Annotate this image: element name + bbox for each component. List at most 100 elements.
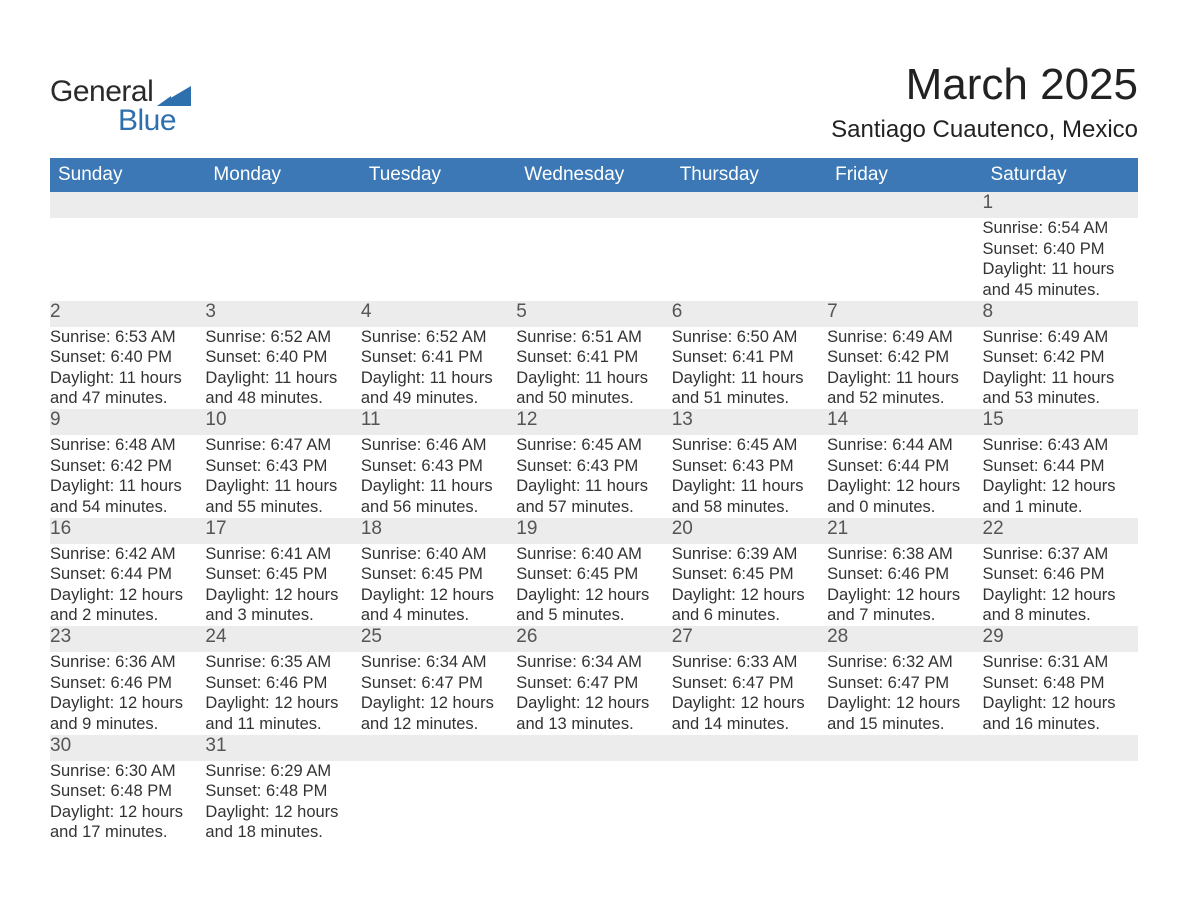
day-number: 12 <box>516 409 537 430</box>
day-number: 25 <box>361 626 382 647</box>
daylight-text: Daylight: 12 hours and 2 minutes. <box>50 585 205 626</box>
day-number: 4 <box>361 301 372 322</box>
day-number-cell: 27 <box>672 626 827 652</box>
sunrise-text: Sunrise: 6:47 AM <box>205 435 360 456</box>
day-info-cell: Sunrise: 6:54 AMSunset: 6:40 PMDaylight:… <box>983 218 1138 301</box>
sunset-text: Sunset: 6:40 PM <box>205 347 360 368</box>
day-info-cell: Sunrise: 6:32 AMSunset: 6:47 PMDaylight:… <box>827 652 982 735</box>
day-number-cell: 3 <box>205 301 360 327</box>
sunset-text: Sunset: 6:47 PM <box>827 673 982 694</box>
day-number: 13 <box>672 409 693 430</box>
sunset-text: Sunset: 6:45 PM <box>672 564 827 585</box>
day-number-cell: 11 <box>361 409 516 435</box>
day-info-cell: Sunrise: 6:53 AMSunset: 6:40 PMDaylight:… <box>50 327 205 410</box>
daylight-text: Daylight: 12 hours and 14 minutes. <box>672 693 827 734</box>
daylight-text: Daylight: 12 hours and 5 minutes. <box>516 585 671 626</box>
day-number: 11 <box>361 409 381 430</box>
day-info-cell: Sunrise: 6:50 AMSunset: 6:41 PMDaylight:… <box>672 327 827 410</box>
day-number-cell: 4 <box>361 301 516 327</box>
day-number: 18 <box>361 518 382 539</box>
day-info-cell <box>827 218 982 301</box>
sunrise-text: Sunrise: 6:52 AM <box>205 327 360 348</box>
brand-logo: General Blue <box>50 70 191 138</box>
sunset-text: Sunset: 6:48 PM <box>983 673 1138 694</box>
day-info-cell: Sunrise: 6:34 AMSunset: 6:47 PMDaylight:… <box>516 652 671 735</box>
page: General Blue March 2025 Santiago Cuauten… <box>0 0 1188 918</box>
day-number-cell: 23 <box>50 626 205 652</box>
day-number-cell: 20 <box>672 518 827 544</box>
week-daynum-row: 16171819202122 <box>50 518 1138 544</box>
daylight-text: Daylight: 12 hours and 18 minutes. <box>205 802 360 843</box>
sunset-text: Sunset: 6:47 PM <box>361 673 516 694</box>
daylight-text: Daylight: 12 hours and 8 minutes. <box>983 585 1138 626</box>
sunrise-text: Sunrise: 6:32 AM <box>827 652 982 673</box>
day-number-cell: 9 <box>50 409 205 435</box>
day-info-cell: Sunrise: 6:51 AMSunset: 6:41 PMDaylight:… <box>516 327 671 410</box>
day-number: 21 <box>827 518 848 539</box>
day-number-cell: 8 <box>983 301 1138 327</box>
sunset-text: Sunset: 6:46 PM <box>827 564 982 585</box>
daylight-text: Daylight: 11 hours and 55 minutes. <box>205 476 360 517</box>
week-info-row: Sunrise: 6:30 AMSunset: 6:48 PMDaylight:… <box>50 761 1138 844</box>
day-info-cell: Sunrise: 6:45 AMSunset: 6:43 PMDaylight:… <box>516 435 671 518</box>
day-info-cell <box>516 218 671 301</box>
page-title: March 2025 <box>831 60 1138 110</box>
day-info-cell: Sunrise: 6:37 AMSunset: 6:46 PMDaylight:… <box>983 544 1138 627</box>
week-info-row: Sunrise: 6:42 AMSunset: 6:44 PMDaylight:… <box>50 544 1138 627</box>
day-number-cell <box>827 192 982 218</box>
week-info-row: Sunrise: 6:54 AMSunset: 6:40 PMDaylight:… <box>50 218 1138 301</box>
sunrise-text: Sunrise: 6:44 AM <box>827 435 982 456</box>
daylight-text: Daylight: 12 hours and 16 minutes. <box>983 693 1138 734</box>
sunrise-text: Sunrise: 6:39 AM <box>672 544 827 565</box>
daylight-text: Daylight: 11 hours and 51 minutes. <box>672 368 827 409</box>
sunrise-text: Sunrise: 6:40 AM <box>361 544 516 565</box>
daylight-text: Daylight: 12 hours and 7 minutes. <box>827 585 982 626</box>
day-info-cell <box>361 218 516 301</box>
day-number-cell: 7 <box>827 301 982 327</box>
daylight-text: Daylight: 11 hours and 57 minutes. <box>516 476 671 517</box>
day-number-cell: 14 <box>827 409 982 435</box>
day-info-cell: Sunrise: 6:49 AMSunset: 6:42 PMDaylight:… <box>827 327 982 410</box>
sunset-text: Sunset: 6:44 PM <box>50 564 205 585</box>
day-info-cell: Sunrise: 6:45 AMSunset: 6:43 PMDaylight:… <box>672 435 827 518</box>
sunset-text: Sunset: 6:42 PM <box>50 456 205 477</box>
day-number: 30 <box>50 735 71 756</box>
day-info-cell <box>516 761 671 844</box>
sunrise-text: Sunrise: 6:36 AM <box>50 652 205 673</box>
sunset-text: Sunset: 6:44 PM <box>827 456 982 477</box>
sunset-text: Sunset: 6:46 PM <box>983 564 1138 585</box>
day-info-cell <box>205 218 360 301</box>
calendar-body: 1Sunrise: 6:54 AMSunset: 6:40 PMDaylight… <box>50 192 1138 843</box>
sunrise-text: Sunrise: 6:41 AM <box>205 544 360 565</box>
weekday-header: Saturday <box>983 158 1138 192</box>
day-info-cell <box>983 761 1138 844</box>
sunrise-text: Sunrise: 6:38 AM <box>827 544 982 565</box>
sunset-text: Sunset: 6:47 PM <box>672 673 827 694</box>
day-info-cell: Sunrise: 6:48 AMSunset: 6:42 PMDaylight:… <box>50 435 205 518</box>
day-number-cell: 31 <box>205 735 360 761</box>
day-info-cell: Sunrise: 6:52 AMSunset: 6:40 PMDaylight:… <box>205 327 360 410</box>
day-info-cell: Sunrise: 6:42 AMSunset: 6:44 PMDaylight:… <box>50 544 205 627</box>
sunrise-text: Sunrise: 6:48 AM <box>50 435 205 456</box>
sunrise-text: Sunrise: 6:34 AM <box>516 652 671 673</box>
day-number: 24 <box>205 626 226 647</box>
day-number: 28 <box>827 626 848 647</box>
day-info-cell: Sunrise: 6:40 AMSunset: 6:45 PMDaylight:… <box>361 544 516 627</box>
sunrise-text: Sunrise: 6:43 AM <box>983 435 1138 456</box>
day-info-cell: Sunrise: 6:40 AMSunset: 6:45 PMDaylight:… <box>516 544 671 627</box>
daylight-text: Daylight: 12 hours and 15 minutes. <box>827 693 982 734</box>
sunrise-text: Sunrise: 6:50 AM <box>672 327 827 348</box>
day-info-cell: Sunrise: 6:35 AMSunset: 6:46 PMDaylight:… <box>205 652 360 735</box>
day-number: 10 <box>205 409 226 430</box>
week-daynum-row: 1 <box>50 192 1138 218</box>
sunrise-text: Sunrise: 6:34 AM <box>361 652 516 673</box>
daylight-text: Daylight: 11 hours and 48 minutes. <box>205 368 360 409</box>
sunrise-text: Sunrise: 6:52 AM <box>361 327 516 348</box>
day-number: 5 <box>516 301 527 322</box>
week-daynum-row: 23242526272829 <box>50 626 1138 652</box>
daylight-text: Daylight: 12 hours and 17 minutes. <box>50 802 205 843</box>
daylight-text: Daylight: 12 hours and 4 minutes. <box>361 585 516 626</box>
day-number: 9 <box>50 409 61 430</box>
day-number-cell: 18 <box>361 518 516 544</box>
day-number: 3 <box>205 301 216 322</box>
